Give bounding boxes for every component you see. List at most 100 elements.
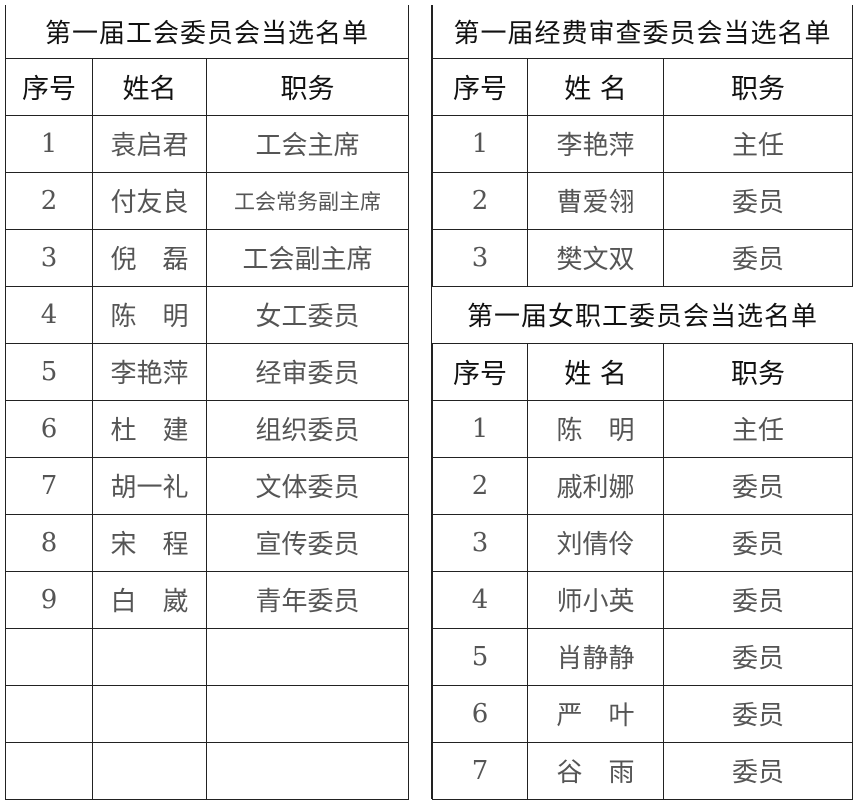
serial-number-cell: 3 xyxy=(5,228,93,287)
serial-number-cell: 2 xyxy=(432,456,528,515)
name-cell: 戚利娜 xyxy=(527,456,664,515)
name-cell: 宋 程 xyxy=(92,513,207,572)
table-row xyxy=(5,627,409,686)
table-row: 2 曹爱翎 委员 xyxy=(432,171,853,230)
union-committee-table: 第一届工会委员会当选名单 序号 姓名 职务 1 袁启君 工会主席 2 付友良 工会常务副主席 3 倪 … xyxy=(5,5,409,800)
table-row: 5 肖静静 委员 xyxy=(432,627,853,686)
name-cell: 严 叶 xyxy=(527,684,664,743)
position-cell: 委员 xyxy=(663,684,853,743)
name-cell: 李艳萍 xyxy=(92,342,207,401)
header-position: 职务 xyxy=(663,57,853,116)
serial-number-cell: 1 xyxy=(5,114,93,173)
name-cell: 陈 明 xyxy=(527,399,664,458)
name-cell: 付友良 xyxy=(92,171,207,230)
serial-number-cell: 2 xyxy=(432,171,528,230)
header-serial-number: 序号 xyxy=(432,57,528,116)
name-cell: 袁启君 xyxy=(92,114,207,173)
table-row: 3 樊文双 委员 xyxy=(432,228,853,287)
header-position: 职务 xyxy=(206,57,409,116)
serial-number-cell: 3 xyxy=(432,228,528,287)
table-row: 2 戚利娜 委员 xyxy=(432,456,853,515)
table-row xyxy=(5,741,409,800)
header-name: 姓名 xyxy=(92,57,207,116)
position-cell: 工会主席 xyxy=(206,114,409,173)
table-title: 第一届女职工委员会当选名单 xyxy=(432,286,853,344)
header-row: 序号姓 名职务 xyxy=(432,342,853,401)
header-serial-number: 序号 xyxy=(5,57,93,116)
table-title: 第一届工会委员会当选名单 xyxy=(5,5,409,59)
name-cell: 刘倩伶 xyxy=(527,513,664,572)
serial-number-cell xyxy=(5,684,93,743)
position-cell: 宣传委员 xyxy=(206,513,409,572)
table-row: 3 刘倩伶 委员 xyxy=(432,513,853,572)
name-cell: 李艳萍 xyxy=(527,114,664,173)
table-row: 5 李艳萍 经审委员 xyxy=(5,342,409,401)
serial-number-cell: 1 xyxy=(432,399,528,458)
header-name: 姓 名 xyxy=(527,342,664,401)
serial-number-cell: 4 xyxy=(5,285,93,344)
position-cell: 委员 xyxy=(663,456,853,515)
position-cell: 女工委员 xyxy=(206,285,409,344)
name-cell: 樊文双 xyxy=(527,228,664,287)
table-row: 7 胡一礼 文体委员 xyxy=(5,456,409,515)
position-cell: 经审委员 xyxy=(206,342,409,401)
position-cell: 委员 xyxy=(663,513,853,572)
position-cell: 委员 xyxy=(663,627,853,686)
header-row: 序号姓 名职务 xyxy=(432,57,853,116)
position-cell: 委员 xyxy=(663,741,853,800)
audit-committee-title-row: 第一届经费审查委员会当选名单 xyxy=(432,5,853,59)
position-cell: 工会副主席 xyxy=(206,228,409,287)
header-serial-number: 序号 xyxy=(432,342,528,401)
header-row: 序号 姓名 职务 xyxy=(5,57,409,116)
name-cell: 胡一礼 xyxy=(92,456,207,515)
serial-number-cell: 2 xyxy=(5,171,93,230)
serial-number-cell: 3 xyxy=(432,513,528,572)
name-cell: 肖静静 xyxy=(527,627,664,686)
table-row: 1 袁启君 工会主席 xyxy=(5,114,409,173)
name-cell xyxy=(92,684,207,743)
name-cell: 陈 明 xyxy=(92,285,207,344)
serial-number-cell xyxy=(5,627,93,686)
serial-number-cell xyxy=(5,741,93,800)
position-cell xyxy=(206,684,409,743)
serial-number-cell: 1 xyxy=(432,114,528,173)
position-cell: 委员 xyxy=(663,171,853,230)
header-name: 姓 名 xyxy=(527,57,664,116)
table-title: 第一届经费审查委员会当选名单 xyxy=(432,5,853,59)
position-cell xyxy=(206,627,409,686)
table-divider xyxy=(408,5,432,799)
serial-number-cell: 5 xyxy=(432,627,528,686)
serial-number-cell: 7 xyxy=(5,456,93,515)
name-cell xyxy=(92,627,207,686)
table-row: 2 付友良 工会常务副主席 xyxy=(5,171,409,230)
union-committee-title-row: 第一届工会委员会当选名单 xyxy=(5,5,409,59)
name-cell xyxy=(92,741,207,800)
position-cell: 委员 xyxy=(663,228,853,287)
position-cell: 青年委员 xyxy=(206,570,409,629)
position-cell: 主任 xyxy=(663,399,853,458)
position-cell: 主任 xyxy=(663,114,853,173)
serial-number-cell: 9 xyxy=(5,570,93,629)
header-position: 职务 xyxy=(663,342,853,401)
serial-number-cell: 8 xyxy=(5,513,93,572)
position-cell xyxy=(206,741,409,800)
serial-number-cell: 6 xyxy=(432,684,528,743)
position-cell: 组织委员 xyxy=(206,399,409,458)
serial-number-cell: 6 xyxy=(5,399,93,458)
women-committee-title-row: 第一届女职工委员会当选名单 xyxy=(432,286,853,344)
name-cell: 倪 磊 xyxy=(92,228,207,287)
table-row: 1 李艳萍 主任 xyxy=(432,114,853,173)
name-cell: 师小英 xyxy=(527,570,664,629)
position-cell: 文体委员 xyxy=(206,456,409,515)
table-row xyxy=(5,684,409,743)
position-cell: 委员 xyxy=(663,570,853,629)
position-cell: 工会常务副主席 xyxy=(206,171,409,230)
